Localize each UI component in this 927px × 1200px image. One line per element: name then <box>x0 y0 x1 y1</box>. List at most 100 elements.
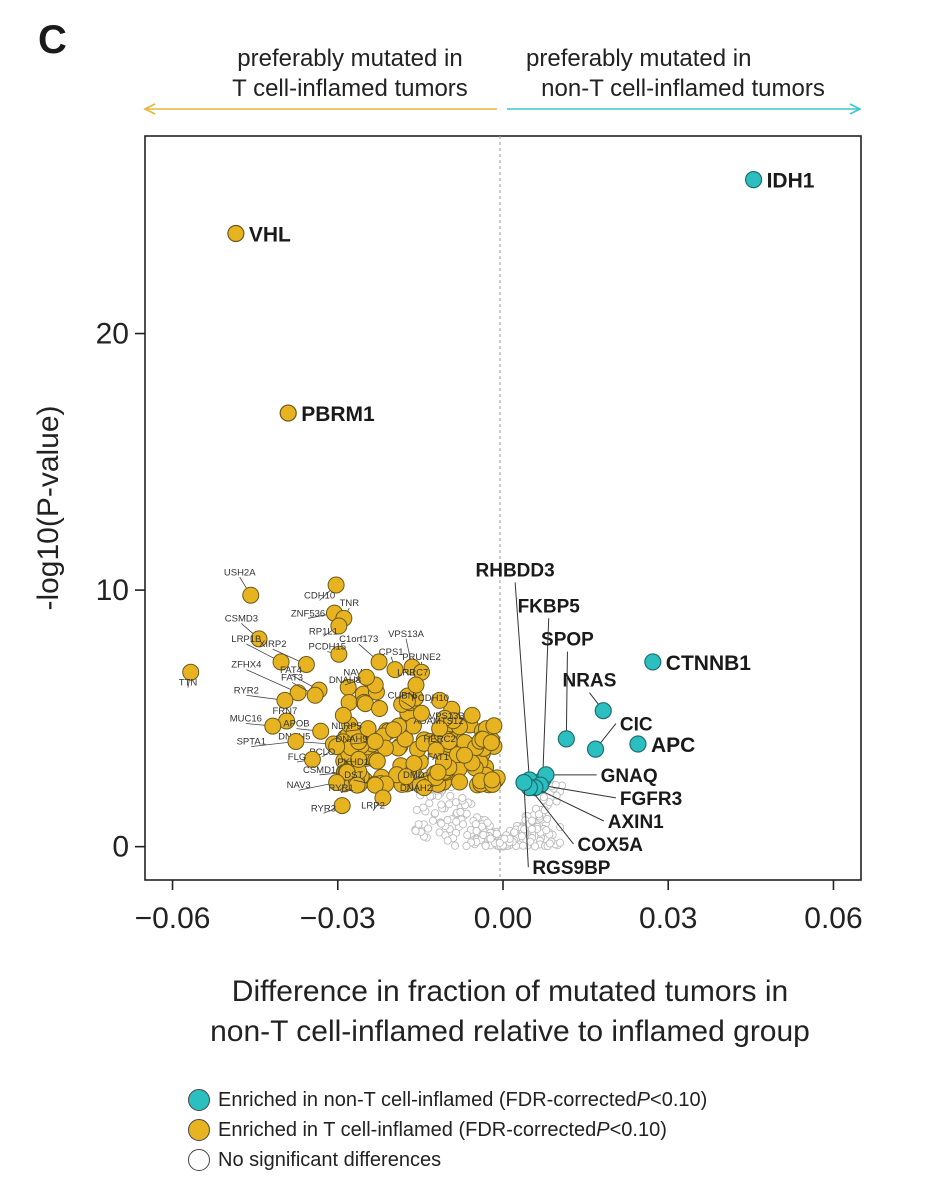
gene-label-axin1: AXIN1 <box>608 812 664 833</box>
gene-point-pbrm1 <box>279 404 297 422</box>
gene-label-vhl: VHL <box>249 223 291 246</box>
header-right: preferably mutated in non-T cell-inflame… <box>508 44 858 104</box>
gene-label-nras: NRAS <box>563 671 617 692</box>
gene-point-apc <box>629 735 647 753</box>
gene-label-lrp1b: LRP1B <box>231 634 261 645</box>
panel-letter: C <box>38 18 67 62</box>
ns-point <box>443 836 452 845</box>
gene-point-herc2 <box>440 732 458 750</box>
gene-label-cdh10: CDH10 <box>304 590 335 601</box>
gene-label-ush2a: USH2A <box>224 567 256 578</box>
ns-point <box>479 830 488 840</box>
gene-point-nav3 <box>328 774 346 792</box>
ns-point <box>542 826 551 835</box>
gene-point-ctnnb1 <box>644 653 662 671</box>
ns-point <box>437 800 446 809</box>
plot-frame <box>144 135 862 881</box>
gene-label-cubn: CUBN <box>388 690 415 701</box>
gene-label-leader <box>246 669 299 694</box>
gene-label-znf536: ZNF536 <box>291 608 325 619</box>
ns-point <box>530 842 540 851</box>
inflamed-point <box>482 734 500 752</box>
legend-swatch-ns <box>188 1149 210 1171</box>
gene-label-ryr3: RYR3 <box>311 803 336 814</box>
x-tick-label: 0.00 <box>474 902 532 935</box>
ns-point <box>486 834 495 843</box>
gene-label-c1orf173: C1orf173 <box>339 634 378 645</box>
gene-label-nlrp5: NLRP5 <box>331 721 362 732</box>
ns-point <box>414 820 423 829</box>
gene-label-ttn: TTN <box>179 678 198 689</box>
inflamed-point <box>350 733 368 751</box>
gene-label-pbrm1: PBRM1 <box>301 403 375 426</box>
gene-label-fat3: FAT3 <box>281 672 303 683</box>
gene-label-leader <box>565 651 568 739</box>
ns-point <box>425 799 434 808</box>
gene-point-rp1l1 <box>330 617 348 635</box>
ns-point <box>471 820 480 829</box>
ns-point <box>424 824 433 833</box>
inflamed-point <box>398 693 416 711</box>
gene-point-pclo <box>328 738 346 756</box>
inflamed-direction-arrow <box>143 103 497 115</box>
gene-label-vps13b: VPS13B <box>429 711 465 722</box>
non-inflamed-direction-arrow <box>507 103 862 115</box>
ns-point <box>517 832 526 841</box>
legend-item-non-inflamed: Enriched in non-T cell-inflamed (FDR-cor… <box>188 1085 707 1115</box>
gene-label-pclo: PCLO <box>309 747 335 758</box>
gene-label-rgs9bp: RGS9BP <box>532 858 610 879</box>
legend-label-inflamed: Enriched in T cell-inflamed (FDR-correct… <box>218 1118 597 1141</box>
gene-point-dst <box>366 776 384 794</box>
gene-label-dmd: DMD <box>403 770 425 781</box>
gene-label-fkbp5: FKBP5 <box>518 596 581 617</box>
gene-point-vhl <box>227 224 245 243</box>
gene-point-xirp2 <box>297 655 315 673</box>
gene-label-cox5a: COX5A <box>577 835 643 856</box>
gene-point-pcdh15 <box>330 645 348 663</box>
gene-label-fat4: FAT4 <box>280 665 302 676</box>
legend-suffix-non-inflamed: <0.10) <box>650 1088 708 1111</box>
x-axis-label: Difference in fraction of mutated tumors… <box>100 972 920 1052</box>
gene-point-idh1 <box>744 171 763 189</box>
gene-label-idh1: IDH1 <box>767 170 815 193</box>
gene-point-pcdh10 <box>431 691 449 709</box>
gene-point-cubn <box>412 704 430 722</box>
gene-label-fat1: FAT1 <box>427 752 449 763</box>
gene-label-lrrc7: LRRC7 <box>397 667 428 678</box>
gene-label-spop: SPOP <box>541 630 594 651</box>
legend-swatch-non-inflamed <box>188 1089 210 1111</box>
gene-label-nav2: NAV2 <box>343 667 367 678</box>
ns-point <box>458 793 467 802</box>
gene-point-dnah8 <box>357 668 375 686</box>
inflamed-point <box>371 700 389 718</box>
x-tick-label: 0.03 <box>639 902 697 935</box>
gene-point-ryr2 <box>276 691 294 709</box>
gene-point-zfhx4 <box>289 684 307 702</box>
gene-label-ryr1: RYR1 <box>328 783 353 794</box>
ns-point <box>527 824 537 834</box>
y-tick-label: 10 <box>96 574 129 607</box>
ns-point <box>539 793 548 802</box>
gene-label-leader <box>542 618 550 780</box>
inflamed-point <box>485 717 503 735</box>
inflamed-point <box>368 752 386 770</box>
ns-point <box>445 800 454 809</box>
gene-point-dnah2 <box>415 779 433 797</box>
y-axis-label: -log10(P-value) <box>32 405 65 610</box>
gene-label-dst: DST <box>344 770 363 781</box>
gene-label-dnah8: DNAH8 <box>329 675 361 686</box>
legend-suffix-inflamed: <0.10) <box>609 1118 667 1141</box>
gene-point-ttn <box>182 663 200 681</box>
gene-label-cps1: CPS1 <box>379 647 404 658</box>
inflamed-point <box>334 706 352 724</box>
gene-label-leader <box>514 582 530 780</box>
gene-point-spta1 <box>287 732 305 750</box>
ns-point <box>430 809 440 818</box>
gene-label-adamts12: ADAMTS12 <box>413 716 463 727</box>
ns-point <box>411 826 420 835</box>
ns-point <box>446 791 455 800</box>
gene-point-lrrc7 <box>407 676 425 694</box>
gene-point-dmd <box>429 763 447 781</box>
gene-point-csmd3 <box>250 630 268 648</box>
